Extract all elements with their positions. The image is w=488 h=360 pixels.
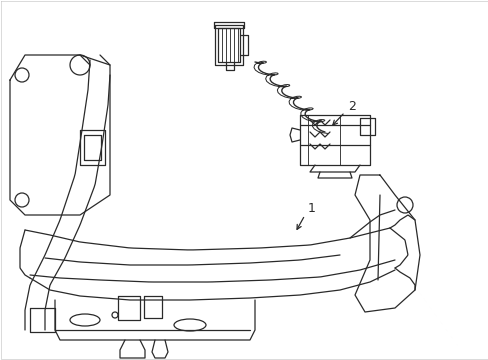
Text: 1: 1	[307, 202, 315, 215]
Text: 2: 2	[347, 99, 355, 112]
